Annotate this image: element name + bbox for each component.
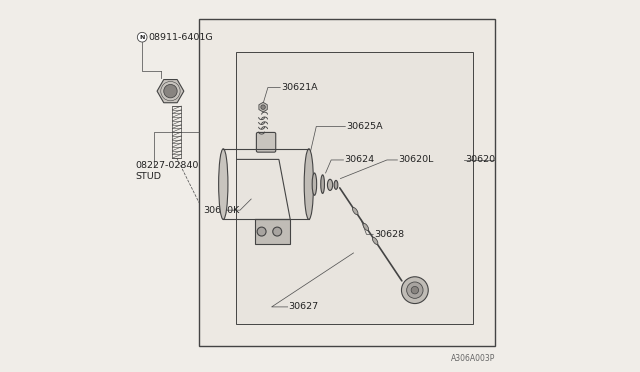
- Text: 30620: 30620: [465, 155, 495, 164]
- Ellipse shape: [328, 179, 333, 190]
- Bar: [236, 52, 472, 324]
- Text: 30625A: 30625A: [346, 122, 383, 131]
- Text: 30620L: 30620L: [398, 155, 433, 164]
- Circle shape: [273, 227, 282, 236]
- Ellipse shape: [321, 175, 324, 193]
- Text: 08911-6401G: 08911-6401G: [148, 33, 212, 42]
- Circle shape: [406, 282, 423, 298]
- Bar: [199, 19, 495, 346]
- Text: N: N: [140, 35, 145, 40]
- Circle shape: [411, 286, 419, 294]
- Ellipse shape: [363, 223, 369, 231]
- Text: A306A003P: A306A003P: [451, 354, 495, 363]
- Bar: [172, 106, 181, 158]
- FancyBboxPatch shape: [257, 132, 276, 152]
- Text: 30624: 30624: [344, 155, 374, 164]
- Ellipse shape: [372, 237, 378, 244]
- Ellipse shape: [312, 173, 317, 195]
- Bar: [255, 219, 290, 244]
- Text: 30628: 30628: [374, 230, 404, 239]
- Circle shape: [164, 84, 177, 98]
- Circle shape: [261, 105, 266, 109]
- Text: 30627: 30627: [289, 302, 319, 311]
- Ellipse shape: [334, 180, 338, 189]
- Circle shape: [401, 277, 428, 304]
- Ellipse shape: [353, 208, 358, 215]
- Ellipse shape: [219, 149, 228, 219]
- Ellipse shape: [304, 149, 314, 219]
- Text: 30621A: 30621A: [281, 83, 317, 92]
- Circle shape: [138, 32, 147, 42]
- Circle shape: [257, 227, 266, 236]
- Text: STUD: STUD: [136, 172, 162, 181]
- Text: 30620K: 30620K: [203, 206, 239, 215]
- Text: 08227-02840: 08227-02840: [136, 161, 199, 170]
